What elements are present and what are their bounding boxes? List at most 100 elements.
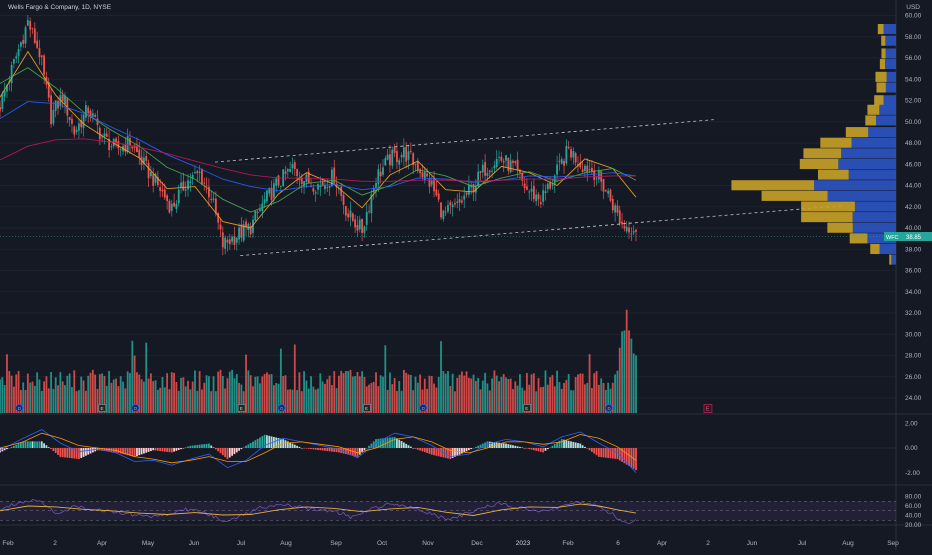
candle-body: [154, 173, 157, 183]
volume-bar: [312, 386, 315, 413]
macd-signal-line: [0, 432, 637, 464]
volume-bar: [36, 372, 39, 413]
macd-histogram-bar: [595, 448, 598, 456]
candle-body: [419, 169, 422, 174]
volume-bar: [509, 378, 512, 413]
macd-histogram-bar: [263, 434, 266, 448]
candle-body: [574, 153, 577, 163]
candle-body: [277, 175, 280, 186]
macd-histogram-bar: [365, 448, 368, 449]
candle-body: [493, 165, 496, 169]
price-axis-tick: 50.00: [905, 119, 922, 126]
macd-histogram-bar: [131, 448, 134, 457]
macd-histogram-bar: [581, 445, 584, 448]
macd-histogram-bar: [296, 445, 299, 448]
macd-histogram-bar: [71, 448, 73, 459]
candle-body: [75, 130, 78, 132]
macd-axis-tick: -2.00: [905, 470, 920, 477]
macd-histogram-bar: [293, 444, 296, 448]
volume-bar: [430, 376, 433, 413]
volume-bar: [152, 381, 155, 413]
volume-bar: [45, 376, 48, 413]
macd-histogram-bar: [80, 448, 83, 458]
candle-body: [293, 162, 296, 170]
volume-bar: [235, 374, 238, 413]
candle-body: [131, 146, 134, 149]
candle-body: [68, 117, 71, 121]
candle-body: [64, 95, 66, 105]
macd-histogram-bar: [173, 448, 175, 452]
macd-histogram-bar: [126, 448, 129, 456]
candle-body: [507, 157, 510, 171]
volume-bar: [259, 383, 261, 413]
volume-bar: [64, 385, 66, 413]
macd-histogram-bar: [512, 445, 514, 448]
macd-histogram-bar: [54, 448, 57, 453]
candle-body: [474, 185, 477, 193]
candle-body: [191, 174, 194, 179]
volume-bar: [498, 381, 500, 413]
macd-histogram-bar: [479, 444, 482, 448]
volume-bar: [15, 374, 18, 413]
dividend-marker-glyph: D: [422, 406, 426, 411]
macd-histogram-bar: [272, 436, 275, 448]
candle-body: [47, 81, 50, 98]
candle-body: [26, 19, 29, 26]
volume-bar: [349, 369, 352, 413]
volume-bar: [286, 389, 289, 413]
candle-body: [198, 171, 201, 173]
macd-histogram-bar: [563, 439, 565, 448]
macd-histogram-bar: [6, 448, 8, 450]
volume-bar: [187, 380, 189, 413]
vp-bar-down: [868, 127, 896, 138]
candle-body: [180, 182, 182, 188]
price-axis-tick: 30.00: [905, 331, 922, 338]
candle-body: [628, 227, 630, 233]
volume-bar: [296, 390, 299, 413]
macd-histogram-bar: [303, 448, 305, 449]
macd-histogram-bar: [305, 448, 308, 449]
candle-body: [84, 105, 87, 118]
candle-body: [145, 156, 148, 161]
vp-bar-up: [870, 243, 880, 255]
candle-body: [36, 40, 39, 48]
candle-body: [117, 141, 120, 149]
candle-body: [393, 147, 396, 153]
macd-histogram-bar: [382, 438, 384, 448]
candle-body: [584, 165, 586, 171]
volume-bar: [217, 371, 220, 413]
macd-histogram-bar: [52, 448, 55, 452]
macd-histogram-bar: [551, 445, 554, 448]
dividend-marker: [15, 403, 24, 412]
volume-bar: [472, 374, 475, 413]
macd-histogram-bar: [509, 444, 512, 448]
volume-bar: [519, 374, 521, 413]
earnings-marker-glyph: E: [100, 406, 103, 411]
vp-bar-down: [852, 212, 896, 223]
candle-body: [247, 223, 250, 230]
volume-bar: [38, 379, 41, 413]
candle-body: [240, 224, 243, 238]
macd-histogram-bar: [105, 448, 108, 452]
volume-bar: [574, 376, 577, 413]
macd-histogram-bar: [187, 446, 189, 448]
macd-histogram-bar: [491, 441, 493, 448]
candle-body: [159, 187, 162, 191]
macd-histogram-bar: [275, 437, 278, 448]
macd-line: [0, 429, 637, 473]
macd-histogram-bar: [481, 443, 484, 448]
macd-histogram-bar: [472, 448, 475, 449]
volume-bar: [625, 309, 628, 413]
volume-bar: [291, 389, 294, 413]
macd-histogram-bar: [590, 448, 593, 452]
vp-bar-down: [879, 104, 896, 115]
moving-average-line: [0, 67, 637, 213]
candle-body: [488, 170, 491, 173]
vp-bar-up: [827, 222, 853, 233]
macd-histogram-bar: [119, 448, 122, 454]
ticker-tag-text: WFC: [886, 235, 899, 241]
volume-bar: [379, 375, 382, 413]
macd-histogram-bar: [124, 448, 127, 455]
